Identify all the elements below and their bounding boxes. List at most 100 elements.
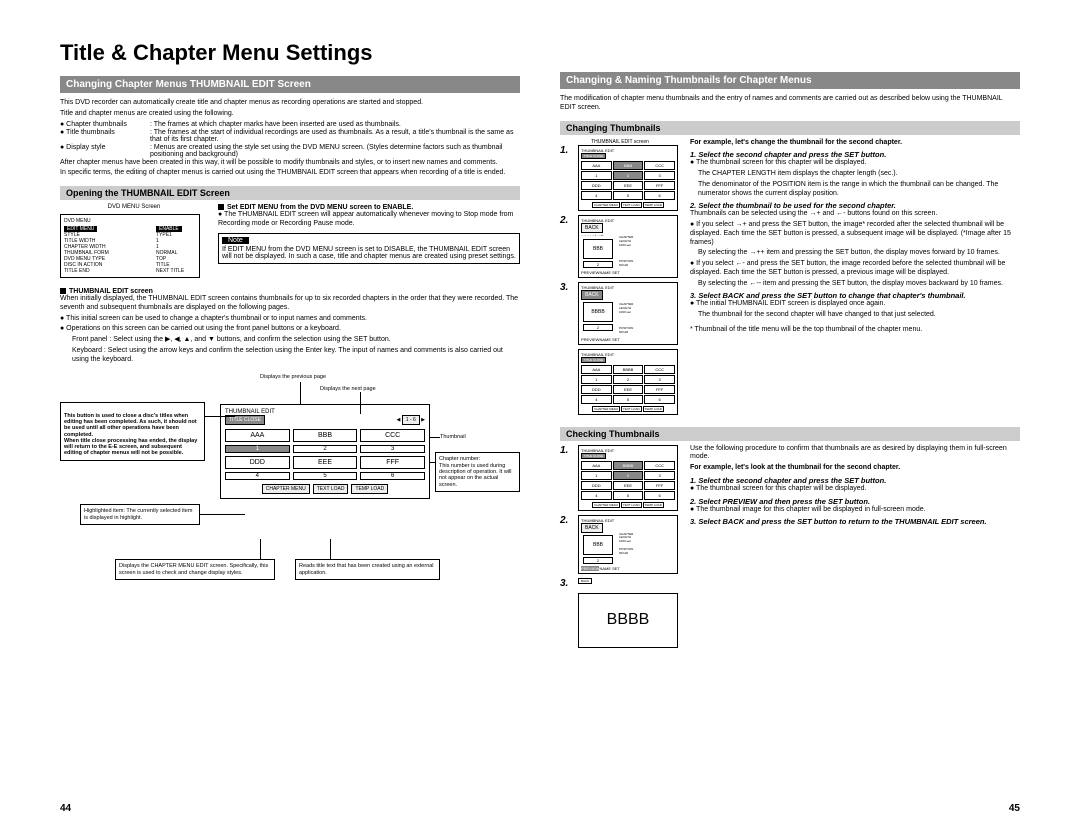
section-bar-changing-thumb: Changing Thumbnails: [560, 121, 1020, 135]
ct-s2a: Thumbnails can be selected using the →+ …: [690, 210, 1020, 219]
chnum-2: 2: [293, 445, 358, 453]
ct-note: * Thumbnail of the title menu will be th…: [690, 326, 1020, 335]
tes-p2: ● This initial screen can be used to cha…: [60, 315, 520, 324]
thumb-bbb[interactable]: BBB: [293, 429, 358, 442]
temp-load-button[interactable]: TEMP LOAD: [351, 484, 388, 494]
tes-p4: Front panel : Select using the ▶, ◀, ▲, …: [60, 336, 520, 345]
chnum-6: 6: [360, 472, 425, 480]
thumb-ddd[interactable]: DDD: [225, 456, 290, 469]
tes-p1: When initially displayed, the THUMBNAIL …: [60, 295, 520, 313]
after-text1: After chapter menus have been created in…: [60, 159, 520, 168]
chk-s2a: ● The thumbnail image for this chapter w…: [690, 506, 1020, 515]
naming-intro: The modification of chapter menu thumbna…: [560, 95, 1020, 113]
def-title-thumb-txt: : The frames at the start of individual …: [150, 129, 520, 143]
mini-chk-back[interactable]: BACK: [578, 578, 592, 584]
definitions: ● Chapter thumbnails: The frames at whic…: [60, 121, 520, 158]
section-bar-opening: Opening the THUMBNAIL EDIT Screen: [60, 186, 520, 200]
chnum-1: 1: [225, 445, 290, 453]
ct-s2e: By selecting the ←-- item and pressing t…: [690, 280, 1020, 289]
checking-thumb-text: Use the following procedure to confirm t…: [690, 445, 1020, 652]
ct-s3b: The thumbnail for the second chapter wil…: [690, 311, 1020, 320]
chnum-4: 4: [225, 472, 290, 480]
thumbnail-edit-diagram: Displays the previous page Displays the …: [60, 374, 520, 604]
chk-step1: 1. Select the second chapter and press t…: [690, 476, 1020, 485]
dvd-menu-screen: DVD MENU EDIT MENUENABLE STYLETYPE1 TITL…: [60, 214, 200, 278]
page-number-left: 44: [60, 803, 71, 814]
anno-next-page: Displays the next page: [320, 386, 376, 392]
note-text: If EDIT MENU from the DVD MENU screen is…: [222, 246, 516, 260]
def-chapter-thumb-txt: : The frames at which chapter marks have…: [150, 121, 520, 128]
tes-p3: ● Operations on this screen can be carri…: [60, 325, 520, 334]
mini-te-2: THUMBNAIL EDIT BACK ←-- ←- →+ →++ BBB 2 …: [578, 215, 678, 278]
callout-chapter-menu: Displays the CHAPTER MENU EDIT screen. S…: [115, 559, 275, 580]
tes-p5: Keyboard : Select using the arrow keys a…: [60, 347, 520, 365]
dvd-menu-caption: DVD MENU Screen: [60, 204, 208, 210]
chk-forex: For example, let's look at the thumbnail…: [690, 464, 1020, 473]
section-bar-checking-thumb: Checking Thumbnails: [560, 427, 1020, 441]
thumbnail-edit-screen: THUMBNAIL EDIT TITLE CLOSE ◀ 1 - 6 ▶ AAA…: [220, 404, 430, 499]
changing-thumb-text: For example, let's change the thumbnail …: [690, 139, 1020, 419]
anno-thumbnail: Thumbnail: [440, 434, 466, 440]
ct-step3: 3. Select BACK and press the SET button …: [690, 291, 1020, 300]
def-chapter-thumb-lbl: ● Chapter thumbnails: [60, 121, 150, 128]
checking-thumb-screens: 1. THUMBNAIL EDIT TITLE CLOSE AAABBBBCCC…: [560, 445, 680, 652]
chk-step2: 2. Select PREVIEW and then press the SET…: [690, 497, 1020, 506]
thumb-fff[interactable]: FFF: [360, 456, 425, 469]
set-edit-menu-p1: ● The THUMBNAIL EDIT screen will appear …: [218, 211, 520, 229]
chnum-3: 3: [360, 445, 425, 453]
page-title: Title & Chapter Menu Settings: [60, 40, 520, 66]
forex-1: For example, let's change the thumbnail …: [690, 139, 1020, 148]
chk-intro: Use the following procedure to confirm t…: [690, 445, 1020, 463]
changing-thumb-screens: THUMBNAIL EDIT screen 1. THUMBNAIL EDIT …: [560, 139, 680, 419]
mini-te-1: THUMBNAIL EDIT TITLE CLOSE AAABBBCCC 123…: [578, 145, 678, 211]
page-number-right: 45: [1009, 803, 1020, 814]
def-title-thumb-lbl: ● Title thumbnails: [60, 129, 150, 143]
thumb-eee[interactable]: EEE: [293, 456, 358, 469]
callout-title-close: This button is used to close a disc's ti…: [60, 402, 205, 461]
tes-heading: THUMBNAIL EDIT screen: [69, 288, 153, 295]
section-bar-changing-chapter: Changing Chapter Menus THUMBNAIL EDIT Sc…: [60, 76, 520, 93]
intro-text2: Title and chapter menus are created usin…: [60, 110, 520, 119]
right-page: Changing & Naming Thumbnails for Chapter…: [560, 40, 1020, 814]
mini-chk-1: THUMBNAIL EDIT TITLE CLOSE AAABBBBCCC 12…: [578, 445, 678, 511]
chnum-5: 5: [293, 472, 358, 480]
after-text2: In specific terms, the editing of chapte…: [60, 169, 520, 178]
callout-highlighted: Highlighted item: The currently selected…: [80, 504, 200, 525]
step-3-num: 3.: [560, 282, 572, 293]
ct-s3a: ● The initial THUMBNAIL EDIT screen is d…: [690, 300, 1020, 309]
dvd-titleend-v: NEXT TITLE: [156, 268, 196, 274]
ct-s1b: The CHAPTER LENGTH item displays the cha…: [690, 170, 1020, 179]
dvd-titleend: TITLE END: [64, 268, 156, 274]
step-1-num: 1.: [560, 145, 572, 156]
intro-text: This DVD recorder can automatically crea…: [60, 99, 520, 108]
callout-chapter-number: Chapter number: This number is used duri…: [435, 452, 520, 492]
chk-step-2-num: 2.: [560, 515, 572, 526]
chk-step3: 3. Select BACK and press the SET button …: [690, 517, 1020, 526]
chk-step-1-num: 1.: [560, 445, 572, 456]
chk-s1a: ● The thumbnail screen for this chapter …: [690, 485, 1020, 494]
mini-chk-2: THUMBNAIL EDIT BACK BBB 2 CHAPTER LENGTH…: [578, 515, 678, 574]
ct-s2c: By selecting the →++ item and pressing t…: [690, 249, 1020, 258]
ct-s1a: ● The thumbnail screen for this chapter …: [690, 159, 1020, 168]
mini-te-result: THUMBNAIL EDIT TITLE CLOSE AAABBBBCCC 12…: [578, 349, 678, 415]
callout-text-load: Reads title text that has been created u…: [295, 559, 440, 580]
dvd-menu-head: DVD MENU: [64, 218, 196, 224]
opening-right: Set EDIT MENU from the DVD MENU screen t…: [218, 204, 520, 268]
ct-s1c: The denominator of the POSITION item is …: [690, 181, 1020, 199]
anno-prev-page: Displays the previous page: [260, 374, 326, 380]
note-box: Note If EDIT MENU from the DVD MENU scre…: [218, 233, 520, 264]
def-display-style-lbl: ● Display style: [60, 144, 150, 158]
fullscreen-preview: BBBB: [578, 593, 678, 648]
thumb-ccc[interactable]: CCC: [360, 429, 425, 442]
ct-step2: 2. Select the thumbnail to be used for t…: [690, 201, 1020, 210]
thumb-aaa[interactable]: AAA: [225, 429, 290, 442]
ct-s2d: ● If you select ←- and press the SET but…: [690, 260, 1020, 278]
chapter-menu-button[interactable]: CHAPTER MENU: [262, 484, 310, 494]
ct-s2b: ● If you select →+ and press the SET but…: [690, 221, 1020, 247]
set-edit-menu-heading: Set EDIT MENU from the DVD MENU screen t…: [227, 204, 413, 211]
text-load-button[interactable]: TEXT LOAD: [313, 484, 349, 494]
ct-step1: 1. Select the second chapter and press t…: [690, 150, 1020, 159]
pager: 1 - 6: [402, 415, 420, 425]
chk-step-3-num: 3.: [560, 578, 572, 589]
step-2-num: 2.: [560, 215, 572, 226]
